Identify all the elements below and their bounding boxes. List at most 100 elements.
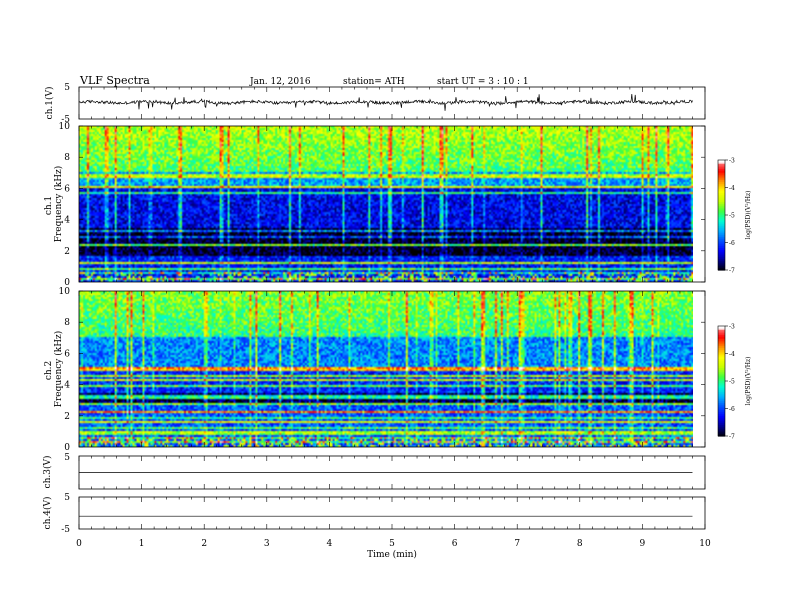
- colorbar-segment: [718, 233, 725, 236]
- colorbar-segment: [718, 329, 725, 333]
- colorbar-label: log(PSD)(V²/Hz): [745, 191, 752, 240]
- colorbar-segment: [718, 174, 725, 178]
- colorbar-segment: [718, 227, 725, 231]
- colorbar-segment: [718, 349, 725, 353]
- colorbar-segment: [718, 351, 725, 355]
- colorbar-segment: [718, 229, 725, 233]
- colorbar-segment: [718, 340, 725, 344]
- colorbar-tick-label: -6: [729, 406, 735, 413]
- ch1-colorbar: -3 -4 -5 -6 -7 log(PSD)(V²/Hz): [717, 158, 752, 275]
- colorbar-segment: [718, 235, 725, 238]
- colorbar-segment: [718, 414, 725, 417]
- colorbar-segment: [718, 355, 725, 358]
- colorbar-segment: [718, 222, 725, 225]
- colorbar-segment: [718, 382, 725, 386]
- colorbar-segment: [718, 260, 725, 264]
- colorbar-segment: [718, 251, 725, 255]
- x-tick-label: 1: [139, 539, 145, 549]
- spec2-ytick: 2: [64, 412, 70, 422]
- colorbar-segment: [718, 366, 725, 369]
- date-label: Jan. 12, 2016: [249, 77, 311, 87]
- ch2-colorbar: -3 -4 -5 -6 -7 log(PSD)(V²/Hz): [717, 324, 752, 441]
- colorbar-segment: [718, 406, 725, 410]
- spec2-ytick: 0: [64, 443, 70, 453]
- colorbar-segment: [718, 207, 725, 211]
- colorbar-segment: [718, 215, 725, 218]
- colorbar-segment: [718, 216, 725, 220]
- colorbar-segment: [718, 346, 725, 349]
- spec2-ytick: 8: [64, 318, 70, 328]
- colorbar-segment: [718, 187, 725, 190]
- colorbar-segment: [718, 200, 725, 203]
- colorbar-segment: [718, 421, 725, 424]
- spec1-ytick: 0: [64, 278, 70, 288]
- colorbar-segment: [718, 419, 725, 422]
- colorbar-segment: [718, 231, 725, 234]
- colorbar-segment: [718, 373, 725, 377]
- colorbar-segment: [718, 428, 725, 432]
- colorbar-segment: [718, 364, 725, 367]
- spec2-ytick: 6: [64, 349, 70, 359]
- colorbar-segment: [718, 370, 725, 373]
- colorbar-segment: [718, 196, 725, 200]
- colorbar-segment: [718, 326, 725, 329]
- colorbar-segment: [718, 395, 725, 399]
- colorbar-segment: [718, 253, 725, 256]
- colorbar-segment: [718, 165, 725, 168]
- start-time-label: start UT = 3 : 10 : 1: [437, 77, 529, 87]
- colorbar-segment: [718, 262, 725, 266]
- colorbar-segment: [718, 362, 725, 366]
- colorbar-segment: [718, 182, 725, 185]
- colorbar-segment: [718, 426, 725, 430]
- colorbar-segment: [718, 371, 725, 375]
- colorbar-segment: [718, 244, 725, 247]
- figure-title: VLF Spectra: [79, 74, 150, 87]
- colorbar-segment: [718, 160, 725, 163]
- ch2-spectrogram-ylabel: ch.2 Frequency (kHz): [44, 331, 64, 408]
- colorbar-segment: [718, 189, 725, 192]
- ch1-waveform-ylabel: ch.1(V): [44, 87, 55, 120]
- colorbar-segment: [718, 226, 725, 229]
- spec1-ytick: 2: [64, 247, 70, 257]
- colorbar-segment: [718, 359, 725, 362]
- ch2-spectrogram-ylabel-line2: Frequency (kHz): [53, 331, 64, 408]
- colorbar-segment: [718, 368, 725, 371]
- colorbar-segment: [718, 335, 725, 338]
- colorbar-segment: [718, 183, 725, 187]
- colorbar-segment: [718, 176, 725, 179]
- x-tick-label: 2: [201, 539, 207, 549]
- colorbar-segment: [718, 238, 725, 242]
- colorbar-segment: [718, 360, 725, 364]
- colorbar-segment: [718, 384, 725, 388]
- ch4-ytick-top: 5: [64, 493, 70, 503]
- ch4-ytick-bottom: -5: [61, 525, 70, 535]
- x-tick-label: 9: [640, 539, 646, 549]
- colorbar-segment: [718, 417, 725, 421]
- colorbar-segment: [718, 191, 725, 194]
- colorbar-segment: [718, 392, 725, 395]
- ch2-spectrogram-panel: 0 2 4 6 8 10 ch.2 Frequency (kHz): [44, 287, 706, 453]
- x-tick-label: 7: [514, 539, 520, 549]
- colorbar-segment: [718, 257, 725, 260]
- colorbar-segment: [718, 264, 725, 267]
- ch3-waveform-ylabel: ch.3(V): [42, 456, 53, 489]
- colorbar-segment: [718, 388, 725, 391]
- colorbar-segment: [718, 185, 725, 189]
- colorbar-tick-label: -3: [729, 324, 735, 331]
- colorbar-segment: [718, 342, 725, 345]
- colorbar-segment: [718, 408, 725, 411]
- colorbar-segment: [718, 266, 725, 269]
- colorbar-segment: [718, 434, 725, 437]
- colorbar-segment: [718, 237, 725, 240]
- x-tick-label: 6: [452, 539, 458, 549]
- colorbar-tick-label: -7: [729, 434, 735, 441]
- ch3-ytick-top: 5: [64, 453, 70, 463]
- colorbar-segment: [718, 249, 725, 253]
- colorbar-segment: [718, 268, 725, 271]
- colorbar-tick-label: -4: [729, 185, 735, 192]
- colorbar-segment: [718, 348, 725, 351]
- ch1-spectrogram-panel: 0 2 4 6 8 10 ch.1 Frequency (kHz): [44, 122, 706, 288]
- colorbar-segment: [718, 240, 725, 244]
- spec1-ytick: 10: [59, 122, 71, 132]
